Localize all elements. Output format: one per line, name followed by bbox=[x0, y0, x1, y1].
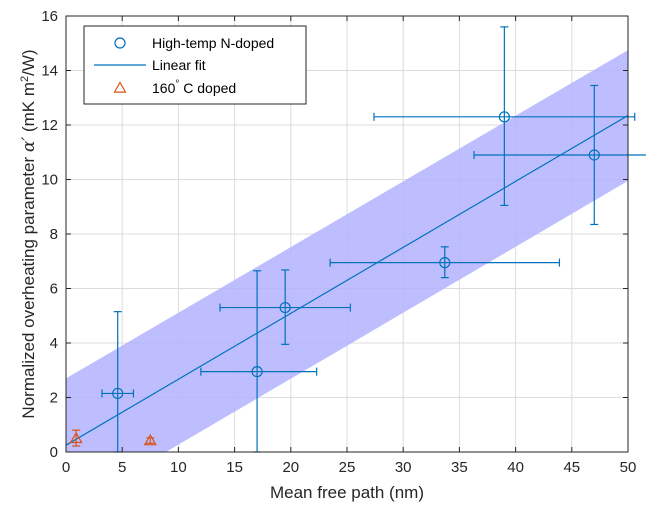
legend-triangle-icon bbox=[113, 81, 127, 93]
data-points bbox=[69, 26, 646, 453]
data-point-circle bbox=[498, 111, 510, 123]
y-tick-label: 8 bbox=[50, 226, 58, 243]
x-tick-label: 5 bbox=[118, 459, 126, 476]
y-axis-title-unit-sup: 2 bbox=[19, 76, 31, 82]
data-point-triangle bbox=[69, 431, 83, 444]
x-axis-title: Mean free path (nm) bbox=[270, 483, 424, 502]
y-tick-label: 14 bbox=[41, 63, 58, 80]
legend-label-160c: 160° C doped bbox=[152, 79, 236, 96]
y-tick-label: 6 bbox=[50, 281, 58, 298]
confidence-band bbox=[66, 50, 628, 452]
legend-label-160c-main: 160 bbox=[152, 80, 176, 96]
x-tick-label: 50 bbox=[620, 459, 637, 476]
legend-label-160c-sup: ° bbox=[175, 79, 179, 90]
y-axis-title-main: Normalized overheating parameter bbox=[19, 152, 38, 418]
legend-label-high-temp: High-temp N-doped bbox=[152, 35, 274, 51]
fit-line bbox=[65, 114, 629, 446]
fit-line-segment bbox=[65, 114, 629, 446]
data-point-circle bbox=[588, 149, 600, 161]
y-tick-label: 4 bbox=[50, 335, 58, 352]
legend: High-temp N-doped Linear fit 160° C dope… bbox=[83, 25, 307, 105]
data-point-triangle bbox=[143, 433, 157, 446]
x-tick-label: 20 bbox=[282, 459, 299, 476]
y-tick-label: 0 bbox=[50, 444, 58, 461]
x-tick-label: 25 bbox=[339, 459, 356, 476]
data-point-circle bbox=[439, 257, 451, 269]
legend-label-160c-rest: C doped bbox=[179, 80, 236, 96]
legend-circle-icon bbox=[114, 37, 126, 49]
y-tick-label: 2 bbox=[50, 390, 58, 407]
y-tick-label: 16 bbox=[41, 8, 58, 25]
axes-frame bbox=[65, 15, 629, 453]
x-tick-label: 35 bbox=[451, 459, 468, 476]
y-axis-title-unit-close: /W) bbox=[19, 49, 38, 75]
x-tick-label: 15 bbox=[226, 459, 243, 476]
data-point-circle bbox=[112, 387, 124, 400]
confidence-band-area bbox=[66, 50, 628, 452]
data-point-circle bbox=[251, 366, 263, 378]
x-tick-label: 0 bbox=[62, 459, 70, 476]
y-tick-label: 10 bbox=[41, 172, 58, 189]
x-tick-label: 45 bbox=[563, 459, 580, 476]
tick-labels: 0 5 10 15 20 25 30 35 40 45 50 0 2 4 6 8 10 12 14 16 bbox=[41, 8, 636, 476]
x-tick-label: 10 bbox=[170, 459, 187, 476]
y-axis-title-unit-open: (mK m bbox=[19, 82, 38, 137]
legend-label-linear-fit: Linear fit bbox=[152, 57, 206, 73]
y-tick-label: 12 bbox=[41, 117, 58, 134]
y-axis-title-alpha: α′ bbox=[19, 137, 39, 152]
x-tick-label: 30 bbox=[395, 459, 412, 476]
data-point-circle bbox=[279, 301, 291, 314]
x-tick-label: 40 bbox=[507, 459, 524, 476]
y-axis-title: Normalized overheating parameter α′ (mK … bbox=[19, 49, 39, 418]
